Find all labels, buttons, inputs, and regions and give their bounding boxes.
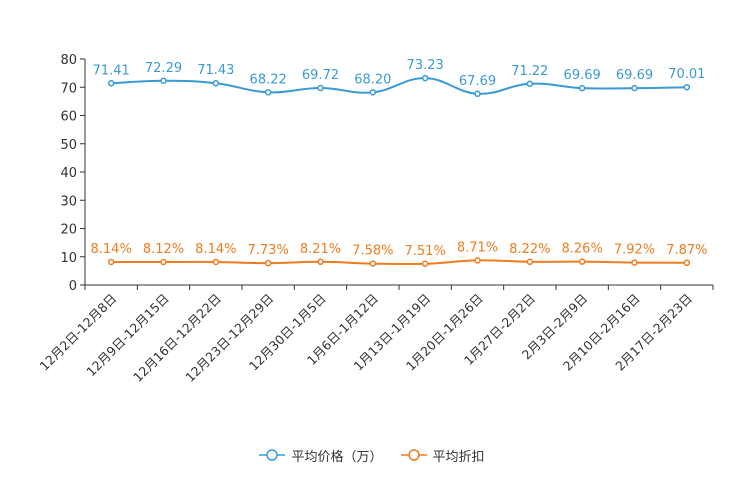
data-point[interactable] [212, 79, 220, 87]
legend-label-price: 平均价格（万） [291, 449, 383, 465]
y-tick-label: 70 [60, 81, 77, 96]
data-label: 8.26% [562, 242, 603, 257]
data-point[interactable] [631, 84, 638, 92]
y-tick-label: 60 [60, 110, 77, 125]
data-point[interactable] [526, 258, 534, 266]
legend-marker-price [259, 449, 286, 461]
data-label: 73.23 [407, 58, 444, 73]
data-point[interactable] [160, 77, 167, 85]
series-line [111, 77, 687, 95]
data-label: 8.22% [509, 242, 550, 257]
data-point[interactable] [578, 258, 586, 265]
data-point[interactable] [107, 258, 115, 266]
series-0: 71.41 72.29 71.43 68.22 69.72 68.20 73.23 67.69… [93, 58, 705, 98]
data-label: 72.29 [145, 61, 182, 76]
data-point[interactable] [578, 84, 586, 92]
y-tick-label: 10 [60, 251, 77, 266]
data-point[interactable] [421, 260, 429, 268]
data-point[interactable] [631, 259, 638, 266]
data-point[interactable] [683, 83, 691, 91]
data-label: 8.21% [300, 242, 341, 257]
data-label: 69.69 [616, 68, 653, 83]
data-label: 7.58% [352, 244, 393, 259]
y-axis: 0 10 20 30 40 50 60 70 80 [60, 53, 86, 294]
data-label: 7.73% [248, 243, 289, 258]
series-line [111, 259, 687, 266]
data-point[interactable] [421, 74, 429, 82]
legend: 平均价格（万） 平均折扣 [0, 444, 744, 466]
series-layer: 71.41 72.29 71.43 68.22 69.72 68.20 73.23 67.69… [91, 58, 707, 268]
data-label: 68.22 [250, 72, 287, 87]
data-label: 69.72 [302, 68, 339, 83]
x-tick-label: 12月23日-12月29日 [182, 291, 276, 385]
series-1: 8.14% 8.12% 8.14% 7.73% 8.21% 7.58% 7.51% 8.71%… [91, 240, 707, 268]
y-tick-label: 80 [60, 53, 77, 68]
data-label: 71.41 [93, 63, 130, 78]
data-point[interactable] [264, 89, 272, 96]
data-label: 70.01 [668, 67, 705, 82]
data-point[interactable] [317, 84, 324, 92]
legend-item-price[interactable]: 平均价格（万） [259, 446, 383, 465]
data-label: 8.14% [91, 242, 132, 257]
x-axis: 12月2日-12月8日12月9日-12月15日12月16日-12月22日12月2… [37, 284, 714, 385]
y-tick-label: 40 [60, 166, 77, 181]
legend-item-discount[interactable]: 平均折扣 [400, 446, 485, 465]
data-point[interactable] [474, 257, 481, 264]
data-label: 71.43 [197, 63, 234, 78]
data-label: 71.22 [511, 64, 548, 79]
data-label: 67.69 [459, 74, 496, 89]
data-point[interactable] [369, 260, 377, 267]
data-point[interactable] [107, 80, 115, 87]
data-label: 7.92% [614, 243, 655, 258]
data-point[interactable] [474, 90, 481, 98]
legend-label-discount: 平均折扣 [432, 449, 485, 465]
data-label: 7.87% [666, 243, 707, 258]
y-tick-label: 30 [60, 194, 77, 209]
data-point[interactable] [317, 258, 324, 266]
data-point[interactable] [212, 258, 220, 266]
data-point[interactable] [683, 259, 691, 267]
data-point[interactable] [526, 80, 534, 88]
y-tick-label: 0 [69, 279, 77, 294]
x-tick-label: 12月16日-12月22日 [130, 291, 224, 385]
legend-marker-discount [400, 449, 427, 461]
data-point[interactable] [369, 89, 377, 96]
data-label: 8.14% [195, 242, 236, 257]
y-tick-label: 50 [60, 138, 77, 153]
y-tick-label: 20 [60, 223, 77, 238]
data-label: 8.12% [143, 242, 184, 257]
data-label: 68.20 [354, 72, 391, 87]
data-label: 7.51% [405, 244, 446, 259]
data-point[interactable] [160, 258, 167, 266]
data-label: 8.71% [457, 240, 498, 255]
data-label: 69.69 [564, 68, 601, 83]
data-point[interactable] [264, 259, 272, 267]
